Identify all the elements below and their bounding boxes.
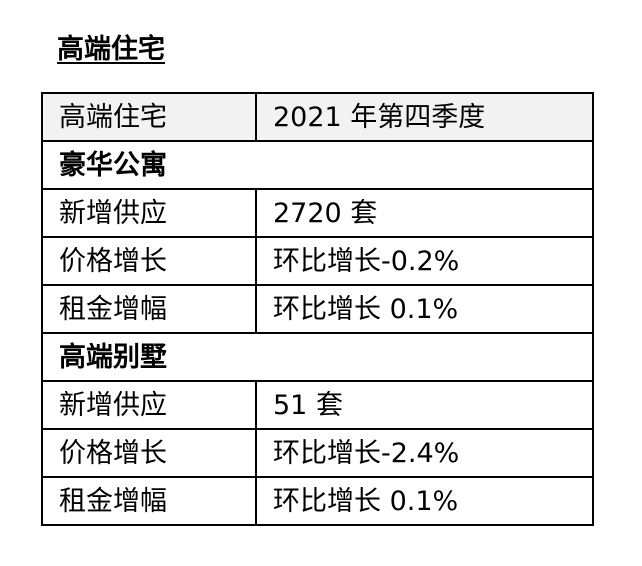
table-row: 价格增长 环比增长-0.2% [41,236,594,286]
row-label: 价格增长 [41,428,257,478]
row-value: 环比增长 0.1% [255,476,594,526]
table-row: 租金增幅 环比增长 0.1% [41,284,594,334]
row-label: 租金增幅 [41,476,257,526]
row-value: 环比增长-0.2% [255,236,594,286]
row-value: 环比增长 0.1% [255,284,594,334]
row-label: 新增供应 [41,188,257,238]
row-label: 价格增长 [41,236,257,286]
header-cell: 2021 年第四季度 [255,92,594,142]
table-header-row: 高端住宅 2021 年第四季度 [41,92,594,142]
table-row: 价格增长 环比增长-2.4% [41,428,594,478]
section-title: 豪华公寓 [41,140,594,190]
table-row: 租金增幅 环比增长 0.1% [41,476,594,526]
row-label: 租金增幅 [41,284,257,334]
table-row: 新增供应 51 套 [41,380,594,430]
section-title: 高端别墅 [41,332,594,382]
row-value: 51 套 [255,380,594,430]
row-value: 环比增长-2.4% [255,428,594,478]
data-table: 高端住宅 2021 年第四季度 豪华公寓 新增供应 2720 套 价格增长 环比… [41,92,594,526]
row-value: 2720 套 [255,188,594,238]
row-label: 新增供应 [41,380,257,430]
table-row: 新增供应 2720 套 [41,188,594,238]
document-title: 高端住宅 [57,34,165,65]
section-row: 豪华公寓 [41,140,594,190]
header-cell: 高端住宅 [41,92,257,142]
section-row: 高端别墅 [41,332,594,382]
